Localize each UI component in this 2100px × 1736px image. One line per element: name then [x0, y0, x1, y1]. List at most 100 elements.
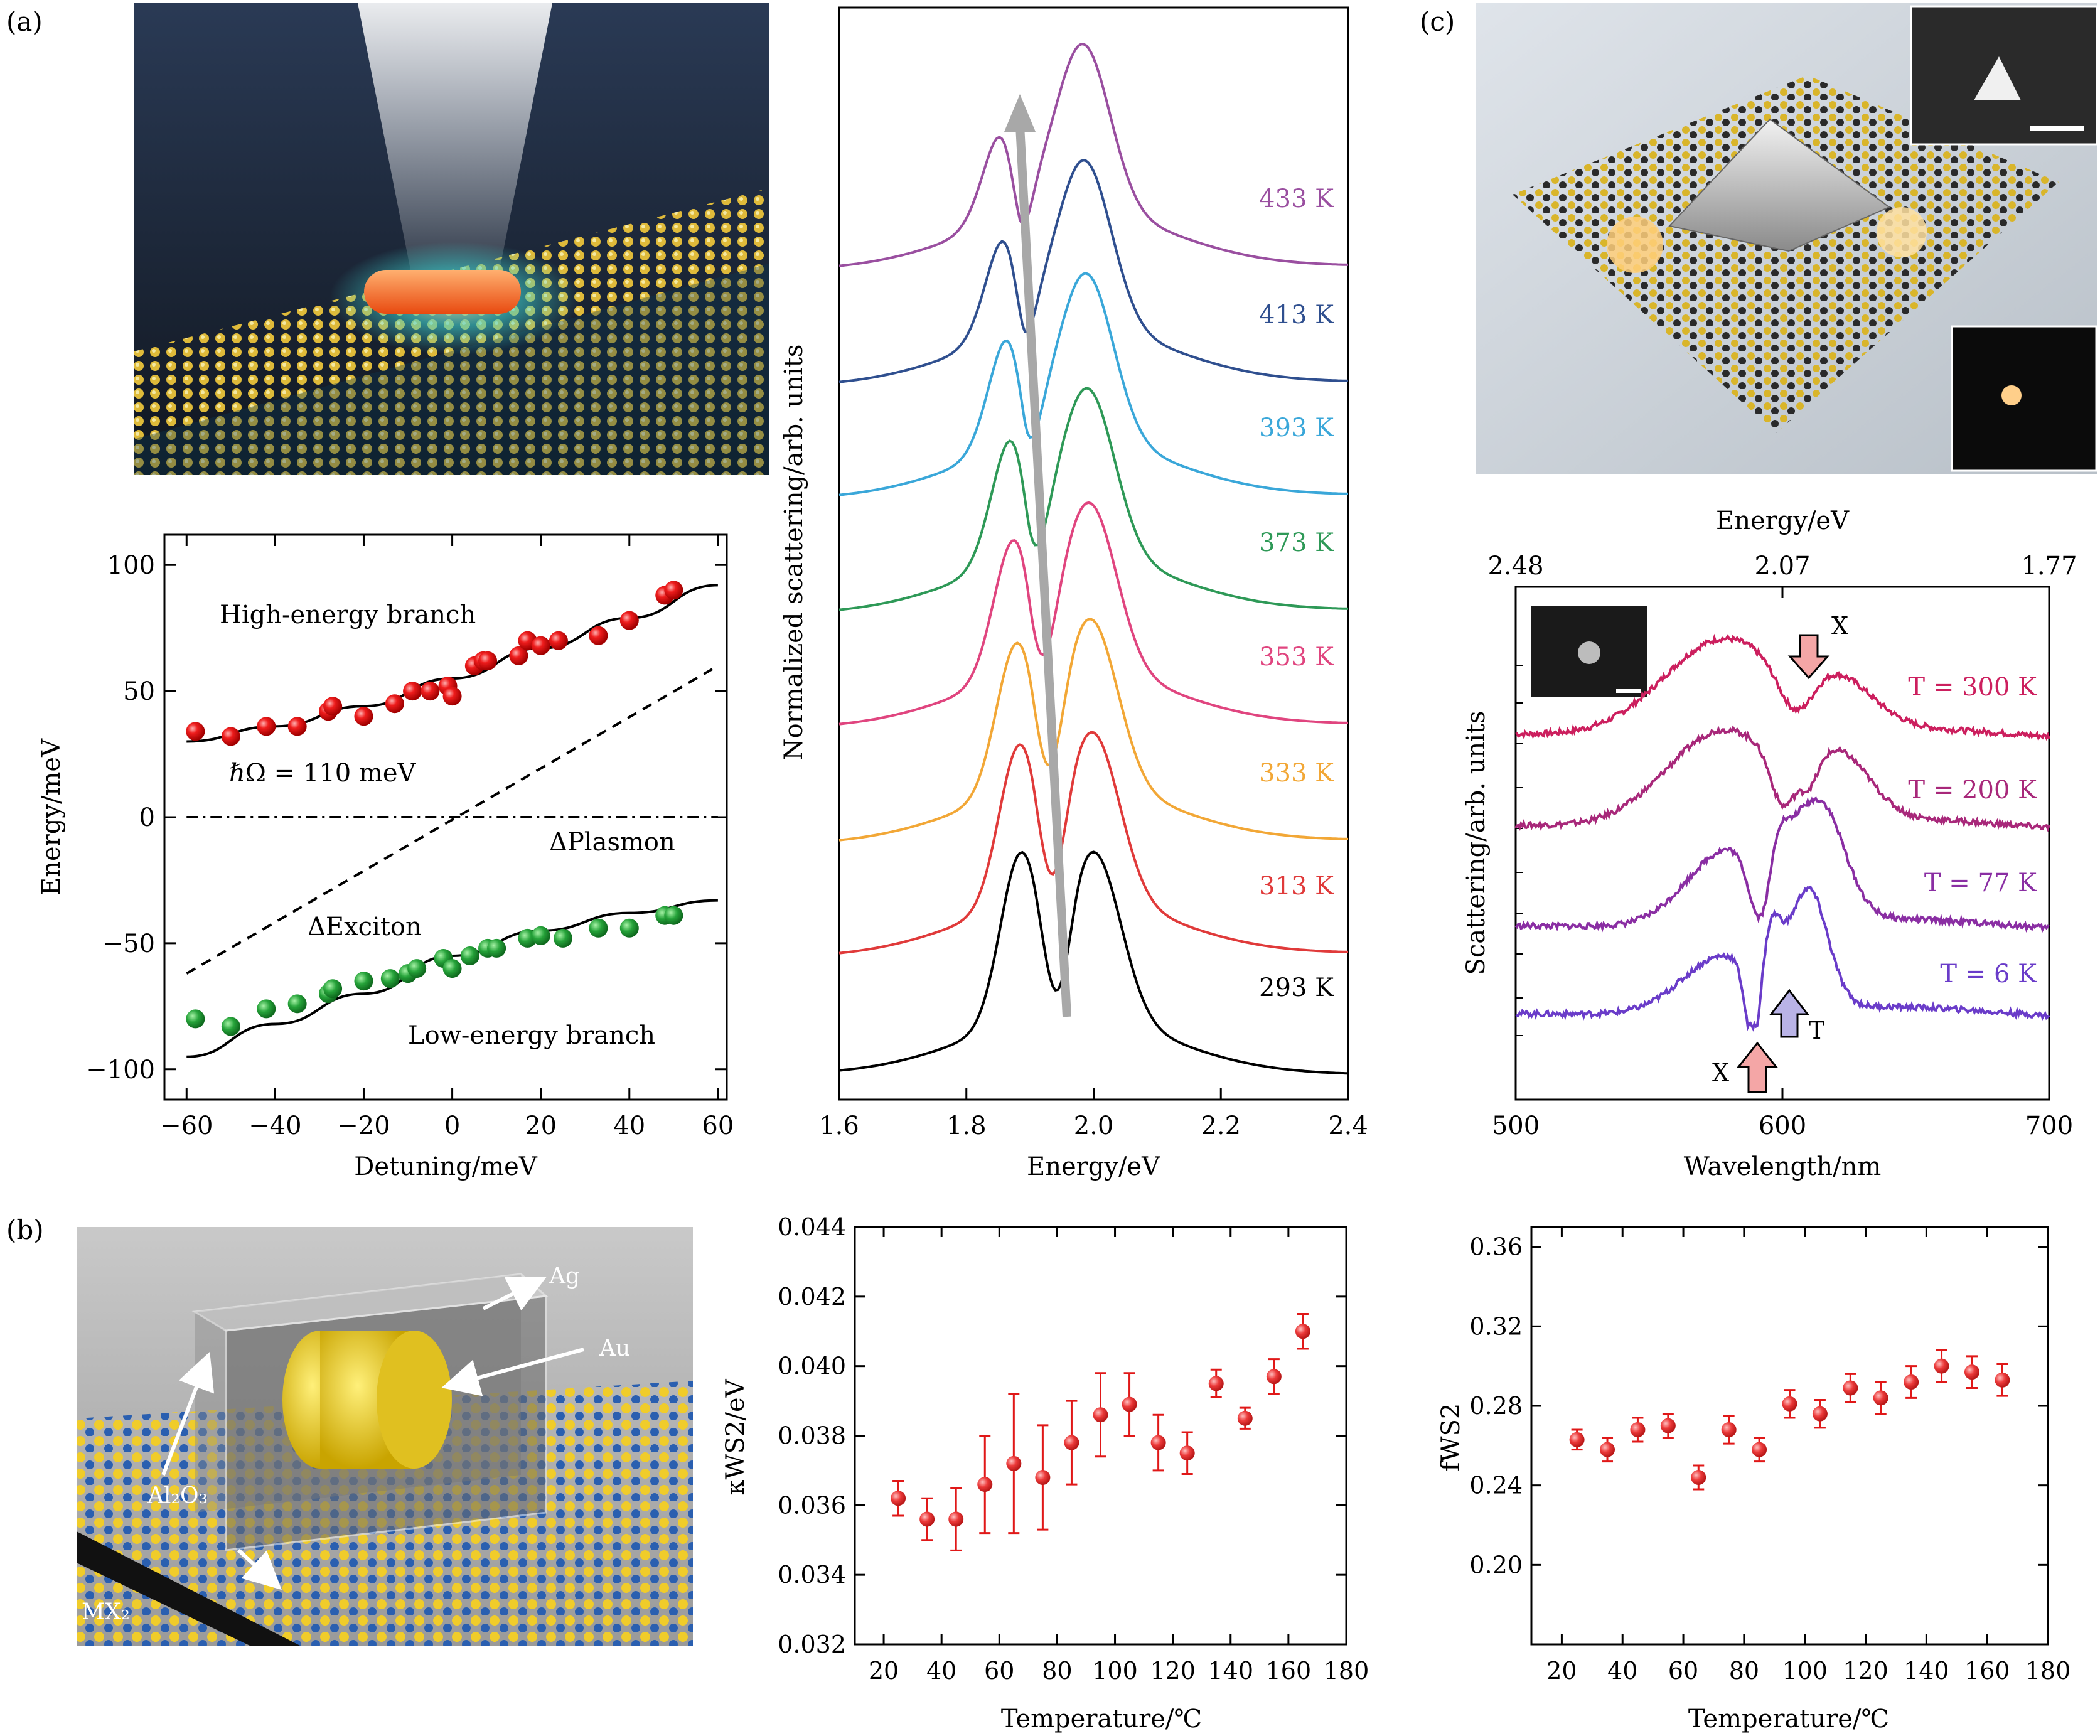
dispersion-xlabel: Detuning/meV [354, 1152, 538, 1181]
data-point [1122, 1396, 1137, 1412]
low-branch-point [407, 959, 427, 978]
chart-a-spectra: 1.6 1.8 2.0 2.2 2.4 Energy/eV Normalized sca… [779, 6, 1368, 1181]
x-tick-label: −60 [160, 1112, 213, 1140]
y-tick-label: 0.036 [778, 1491, 846, 1519]
temperature-label: 393 K [1259, 414, 1334, 442]
x-tick-label: 1.6 [819, 1112, 859, 1140]
low-branch-point [257, 999, 276, 1019]
y-tick-label: −100 [86, 1056, 155, 1085]
y-tick-label: 0.042 [778, 1283, 846, 1310]
chart-a-dispersion: −60 −40 −20 0 20 40 60 −100 −50 0 50 100 Detuning/m… [37, 533, 734, 1181]
y-tick-label: 0.20 [1469, 1551, 1523, 1578]
panel-label-b: (b) [6, 1214, 44, 1245]
x-tick-label: 80 [1042, 1657, 1072, 1685]
y-tick-label: 0.28 [1469, 1392, 1523, 1420]
arrow-al2o3 [161, 1351, 215, 1476]
spectra-c-x2label: Energy/eV [1716, 506, 1850, 535]
y-tick-label: 0 [139, 803, 155, 832]
data-point [1208, 1376, 1224, 1391]
spectra-c-ticks: 500 2.48 600 2.07 700 1.77 [1487, 552, 2077, 1140]
spectrum-curve [1515, 885, 2050, 1032]
x-tick-label: −20 [337, 1112, 390, 1140]
x-tick-label: 20 [869, 1657, 899, 1685]
arrow-ag [482, 1277, 547, 1311]
low-branch-point [531, 926, 550, 945]
kappa-ticks: 20 40 60 80 100 120 140 160 180 0.032 0.034 0.036 0.… [778, 1213, 1369, 1685]
data-point [1150, 1435, 1166, 1450]
spectrum-curve [838, 272, 1349, 496]
annotation-low-branch: Low-energy branch [408, 1021, 655, 1050]
data-point [1873, 1390, 1888, 1406]
kappa-plot-area [891, 1313, 1310, 1551]
x-tick-label: 40 [1607, 1657, 1637, 1685]
high-branch-point [257, 717, 276, 736]
spectra-c-xlabel: Wavelength/nm [1684, 1152, 1882, 1181]
x2-tick-label: 2.07 [1754, 552, 1810, 581]
spectrum-curve [1514, 725, 2050, 833]
temperature-trend-arrow [1015, 125, 1071, 1017]
x-tick-label: 180 [2025, 1657, 2071, 1685]
y-tick-label: 0.32 [1469, 1312, 1523, 1340]
low-branch-point [442, 959, 462, 978]
high-branch-point [589, 626, 608, 645]
low-branch-point [354, 972, 373, 991]
x-tick-label: 2.0 [1074, 1112, 1114, 1140]
chart-b-f: 20 40 60 80 100 120 140 160 180 0.20 0.24 0.28 0.32 0… [1437, 1226, 2071, 1733]
temperature-label: T = 200 K [1908, 776, 2037, 805]
illustration-b-nanocube: Ag Au Al₂O₃ MX₂ [77, 1227, 693, 1646]
exciton-label-bottom: X [1712, 1059, 1729, 1086]
temperature-label: 293 K [1259, 973, 1334, 1002]
spectrum-curve [838, 43, 1349, 267]
x2-tick-label: 2.48 [1487, 552, 1543, 581]
data-point [919, 1511, 935, 1527]
data-point [1934, 1358, 1949, 1374]
temperature-label: 313 K [1259, 872, 1334, 901]
data-point [1630, 1422, 1646, 1437]
x-tick-label: 20 [1546, 1657, 1577, 1685]
data-point [1237, 1410, 1253, 1426]
data-point [1179, 1445, 1195, 1461]
low-branch-point [553, 928, 572, 948]
low-branch-point [664, 906, 683, 925]
label-ag: Ag [549, 1263, 580, 1289]
data-point [1600, 1442, 1615, 1457]
high-branch-point [403, 682, 422, 701]
low-branch-point [460, 946, 479, 965]
x-tick-label: 20 [525, 1112, 557, 1140]
x-tick-label: 2.4 [1328, 1112, 1368, 1140]
f-plot-area [1569, 1349, 2010, 1491]
temperature-label: 333 K [1259, 759, 1334, 788]
trion-label: T [1809, 1017, 1824, 1044]
y-tick-label: 0.36 [1469, 1233, 1523, 1261]
spectra-a-xlabel: Energy/eV [1027, 1152, 1160, 1181]
x-tick-label: 120 [1150, 1657, 1196, 1685]
y-tick-label: 100 [107, 551, 155, 580]
high-branch-point [549, 631, 568, 650]
high-branch-point [531, 636, 550, 655]
dispersion-plot-area [186, 581, 719, 1058]
spectra-a-plot-area: 293 K 313 K 333 K 353 K 373 K 393 K 413 K 433 K [838, 43, 1349, 1075]
low-branch-point [221, 1017, 240, 1036]
high-branch-point [664, 581, 683, 600]
y-tick-label: 0.034 [778, 1561, 846, 1589]
spectrum-curve [1514, 796, 2050, 933]
annotation-rabi: ℏΩ = 110 meV [229, 759, 417, 788]
temperature-label: T = 300 K [1908, 673, 2037, 702]
x-tick-label: −40 [249, 1112, 301, 1140]
x-tick-label: 80 [1729, 1657, 1759, 1685]
data-point [1691, 1470, 1706, 1485]
y-tick-label: 0.032 [778, 1631, 846, 1658]
spectrum-curve [838, 731, 1349, 955]
trion-arrow [1769, 989, 1810, 1038]
y-tick-label: 0.24 [1469, 1472, 1523, 1499]
spectrum-curve [838, 387, 1349, 611]
x2-tick-label: 1.77 [2021, 552, 2077, 581]
dispersion-ylabel: Energy/meV [37, 738, 66, 896]
spectrum-curve [838, 618, 1349, 842]
exciton-line [186, 665, 719, 975]
y-tick-label: 0.038 [778, 1422, 846, 1450]
x-tick-label: 60 [702, 1112, 734, 1140]
high-branch-point [186, 722, 205, 741]
y-tick-label: 0.044 [778, 1213, 846, 1241]
